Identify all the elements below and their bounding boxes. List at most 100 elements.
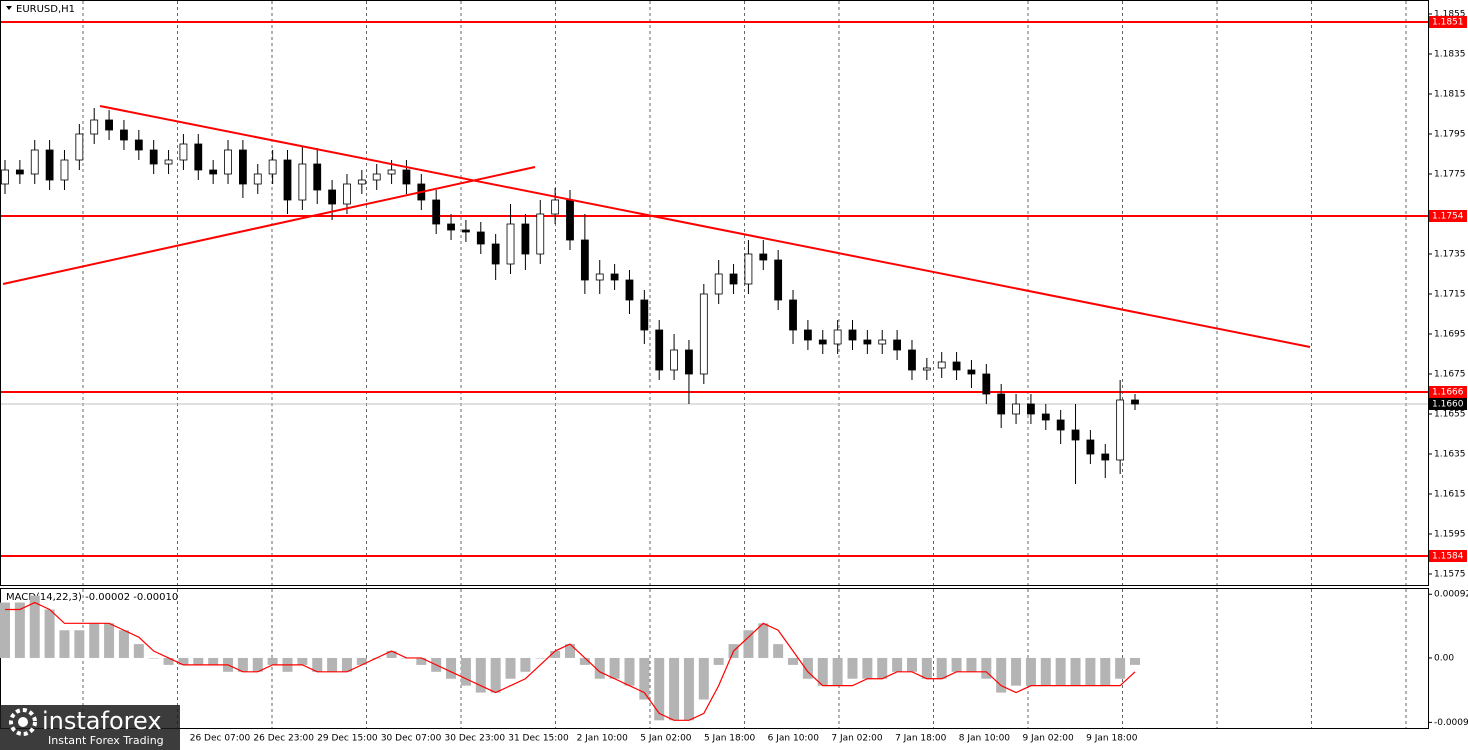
candle-body bbox=[1056, 419, 1065, 431]
candle-body bbox=[30, 149, 39, 175]
macd-bar bbox=[327, 657, 338, 672]
candle-body bbox=[580, 239, 589, 281]
macd-bar bbox=[565, 644, 575, 658]
candle-body bbox=[610, 273, 619, 281]
x-tick-label: 30 Dec 07:00 bbox=[381, 734, 442, 744]
candle-body bbox=[209, 169, 218, 175]
candle-body bbox=[75, 133, 84, 161]
y-tick-label: 1.1615 bbox=[1434, 490, 1466, 500]
y-tick-label: -0.00093 bbox=[1434, 718, 1468, 728]
macd-bar bbox=[832, 657, 843, 686]
logo-name: instaforex bbox=[42, 707, 162, 735]
macd-bar bbox=[654, 657, 665, 721]
y-tick-label: 1.1595 bbox=[1434, 530, 1466, 540]
x-tick-label: 7 Jan 02:00 bbox=[831, 734, 883, 744]
macd-bar bbox=[297, 657, 308, 665]
macd-bar bbox=[1115, 657, 1126, 679]
y-tick-label: 1.1675 bbox=[1434, 370, 1466, 380]
macd-bar bbox=[1011, 657, 1022, 686]
candle-body bbox=[387, 169, 396, 175]
candle-body bbox=[1071, 429, 1080, 441]
macd-bar bbox=[118, 630, 129, 658]
candle-body bbox=[625, 279, 634, 301]
candle-body bbox=[15, 169, 24, 175]
x-tick-label: 26 Dec 07:00 bbox=[190, 734, 251, 744]
macd-bar bbox=[802, 657, 813, 679]
candle-body bbox=[1116, 399, 1125, 461]
candle-body bbox=[982, 373, 991, 395]
trend-lines bbox=[2, 105, 1311, 348]
macd-bar bbox=[936, 657, 947, 679]
logo-icon bbox=[9, 708, 37, 736]
macd-bar bbox=[877, 657, 888, 679]
x-tick-label: 29 Dec 15:00 bbox=[317, 734, 378, 744]
y-tick-label: 1.1855 bbox=[1434, 10, 1466, 20]
candle-body bbox=[432, 199, 441, 225]
macd-bar bbox=[44, 609, 55, 658]
macd-bar bbox=[996, 657, 1007, 693]
macd-bar bbox=[460, 657, 471, 686]
y-tick-label: 1.1655 bbox=[1434, 410, 1466, 420]
macd-bar bbox=[193, 657, 204, 665]
y-tick-label: 1.1835 bbox=[1434, 50, 1466, 60]
macd-bar bbox=[862, 657, 873, 679]
candle-body bbox=[566, 199, 574, 241]
candle-body bbox=[714, 273, 723, 295]
macd-bar bbox=[163, 657, 174, 665]
candle-body bbox=[447, 223, 455, 231]
level-label: 1.1754 bbox=[1432, 212, 1464, 222]
candle-body bbox=[967, 369, 976, 375]
candle-body bbox=[283, 159, 292, 201]
x-tick-label: 9 Jan 02:00 bbox=[1022, 734, 1074, 744]
candle-body bbox=[134, 139, 143, 151]
logo-tagline: Instant Forex Trading bbox=[48, 734, 164, 747]
macd-bar bbox=[446, 657, 457, 679]
candle-body bbox=[551, 199, 560, 215]
candle-body bbox=[833, 329, 842, 345]
candle-body bbox=[238, 149, 247, 185]
macd-bar bbox=[29, 595, 40, 658]
macd-bar bbox=[148, 657, 159, 659]
candle-body bbox=[536, 213, 545, 255]
macd-bar bbox=[1025, 657, 1036, 686]
macd-bar bbox=[505, 657, 516, 679]
macd-bar bbox=[683, 657, 694, 721]
macd-bar bbox=[535, 657, 546, 659]
macd-bar bbox=[386, 651, 397, 658]
level-label: 1.1851 bbox=[1432, 18, 1464, 28]
level-label-box bbox=[1429, 16, 1467, 28]
candle-body bbox=[194, 143, 203, 171]
candle-body bbox=[179, 143, 188, 161]
y-tick-label: 0.00092 bbox=[1434, 590, 1468, 600]
macd-bar bbox=[1070, 657, 1081, 686]
candle-body bbox=[759, 253, 768, 261]
macd-bar bbox=[341, 657, 352, 672]
macd-bar bbox=[208, 657, 219, 665]
macd-bar bbox=[698, 657, 709, 700]
candle-body bbox=[685, 349, 693, 375]
candle-body bbox=[1086, 439, 1095, 455]
candle-body bbox=[253, 173, 262, 185]
macd-bar bbox=[59, 630, 70, 658]
level-label: 1.1584 bbox=[1432, 552, 1464, 562]
candle-body bbox=[328, 189, 337, 205]
macd-bar bbox=[0, 602, 10, 658]
candle-body bbox=[670, 349, 678, 371]
macd-bar bbox=[252, 657, 263, 672]
y-tick-label: 1.1775 bbox=[1434, 170, 1466, 180]
menu-arrow bbox=[6, 6, 12, 10]
candle-body bbox=[506, 223, 515, 265]
x-tick-label: 2 Jan 10:00 bbox=[577, 734, 629, 744]
trend-line bbox=[99, 105, 1311, 348]
candle-body bbox=[120, 129, 128, 141]
candle-body bbox=[372, 173, 381, 181]
x-tick-label: 26 Dec 23:00 bbox=[253, 734, 314, 744]
candle-body bbox=[1101, 453, 1110, 461]
candle-body bbox=[268, 159, 277, 175]
candle-body bbox=[462, 229, 470, 233]
current-price-label: 1.1660 bbox=[1432, 400, 1464, 410]
macd-bar bbox=[906, 657, 917, 672]
level-label-box bbox=[1429, 550, 1467, 562]
